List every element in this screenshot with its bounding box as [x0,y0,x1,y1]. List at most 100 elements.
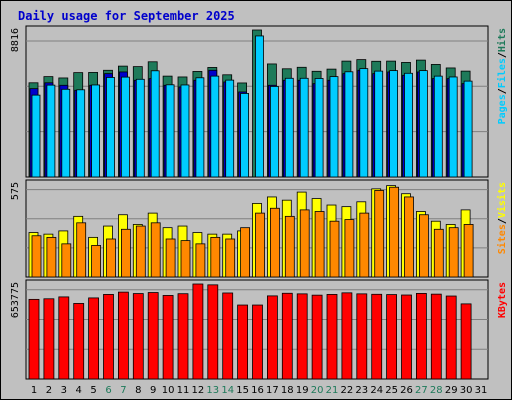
bar-files [31,94,41,178]
bar-kbytes [296,293,308,380]
bar-sites [433,228,444,278]
bar-kbytes [341,292,353,380]
legend-part: Hits [496,28,508,52]
bar-files [314,78,324,178]
legend-part: KBytes [497,282,508,318]
x-tick-label: 28 [430,385,443,396]
bar-kbytes [207,284,219,380]
x-tick-label: 3 [61,385,67,396]
bar-sites [418,214,429,278]
x-tick-label: 10 [162,385,175,396]
legend-part: Files [496,58,508,88]
x-tick-label: 29 [445,385,458,396]
x-tick-label: 12 [192,385,205,396]
bar-files [344,71,354,178]
x-tick-label: 22 [341,385,354,396]
bar-files [46,84,56,178]
bar-files [269,86,279,178]
bar-files [240,93,250,178]
bar-kbytes [460,303,472,380]
bar-sites [150,222,161,278]
panel-hits_files_pages: 8816 Pages/Files/Hits [10,25,508,178]
legend-part: / [497,52,508,58]
bar-sites [31,235,42,278]
bar-sites [463,224,474,278]
bar-sites [210,236,221,278]
bar-kbytes [371,293,383,380]
bar-files [448,76,458,178]
bar-kbytes [445,295,457,380]
bar-files [165,84,175,178]
bar-files [418,70,428,178]
legend-part: / [497,88,508,94]
bar-sites [404,196,414,278]
x-tick-label: 27 [415,385,428,396]
bar-kbytes [415,293,427,380]
bar-kbytes [326,294,338,380]
bar-kbytes [132,293,144,380]
bar-files [106,77,115,178]
bar-sites [314,211,325,278]
x-tick-label: 1 [31,385,37,396]
bar-kbytes [386,294,398,380]
bar-sites [299,209,310,278]
bar-files [389,70,399,178]
bar-kbytes [103,294,114,380]
bar-files [225,79,235,178]
x-tick-label: 2 [46,385,52,396]
x-tick-label: 5 [90,385,96,396]
bar-files [299,77,309,178]
bar-kbytes [222,292,234,380]
bar-kbytes [88,297,99,380]
axis-legend: KBytes [497,282,508,318]
bar-files [374,70,384,178]
bar-sites [121,228,131,278]
bar-sites [135,225,146,278]
bar-sites [180,240,191,278]
bar-sites [359,212,370,278]
bar-kbytes [430,293,442,380]
bar-kbytes [252,304,263,380]
bar-kbytes [192,283,204,380]
x-tick-label: 13 [206,385,219,396]
bar-kbytes [237,304,249,380]
axis-legend: Pages/Files/Hits [496,28,508,124]
bar-sites [46,236,57,278]
legend-part: Sites [496,224,508,254]
bar-sites [106,238,116,278]
x-tick-label: 6 [105,385,111,396]
bar-files [195,77,205,178]
bar-sites [448,227,459,278]
bar-files [210,75,220,178]
bar-kbytes [73,303,85,380]
bar-files [255,35,264,178]
bar-sites [329,220,340,278]
bar-kbytes [58,296,70,380]
bar-kbytes [28,298,40,380]
bar-sites [165,238,176,278]
bar-sites [195,243,206,278]
bar-sites [61,243,72,278]
x-tick-label: 23 [355,385,368,396]
bar-kbytes [147,292,159,380]
x-tick-label: 19 [296,385,309,396]
x-tick-label: 8 [135,385,141,396]
x-tick-label: 14 [221,385,234,396]
axis-legend: Sites/Visits [496,182,508,254]
x-tick-label: 18 [281,385,294,396]
bar-sites [389,186,400,278]
x-axis-labels: 1 2 3 4 5 6 7 8 9 10 11 12 13 14 15 16 17 18 19 20 21 22 23 24 2… [31,385,488,396]
x-tick-label: 25 [385,385,398,396]
max-value-label: 8816 [10,28,21,52]
bar-sites [269,207,280,278]
legend-part: / [497,218,508,224]
chart-title: Daily usage for September 2025 [18,9,235,23]
bar-sites [284,215,295,278]
bar-files [76,89,86,178]
bar-files [433,75,443,178]
x-tick-label: 24 [370,385,383,396]
bar-sites [255,212,265,278]
chart-panels: 8816Pages/Files/Hits575Sites/Visits65377… [10,25,508,380]
bar-files [463,80,473,178]
